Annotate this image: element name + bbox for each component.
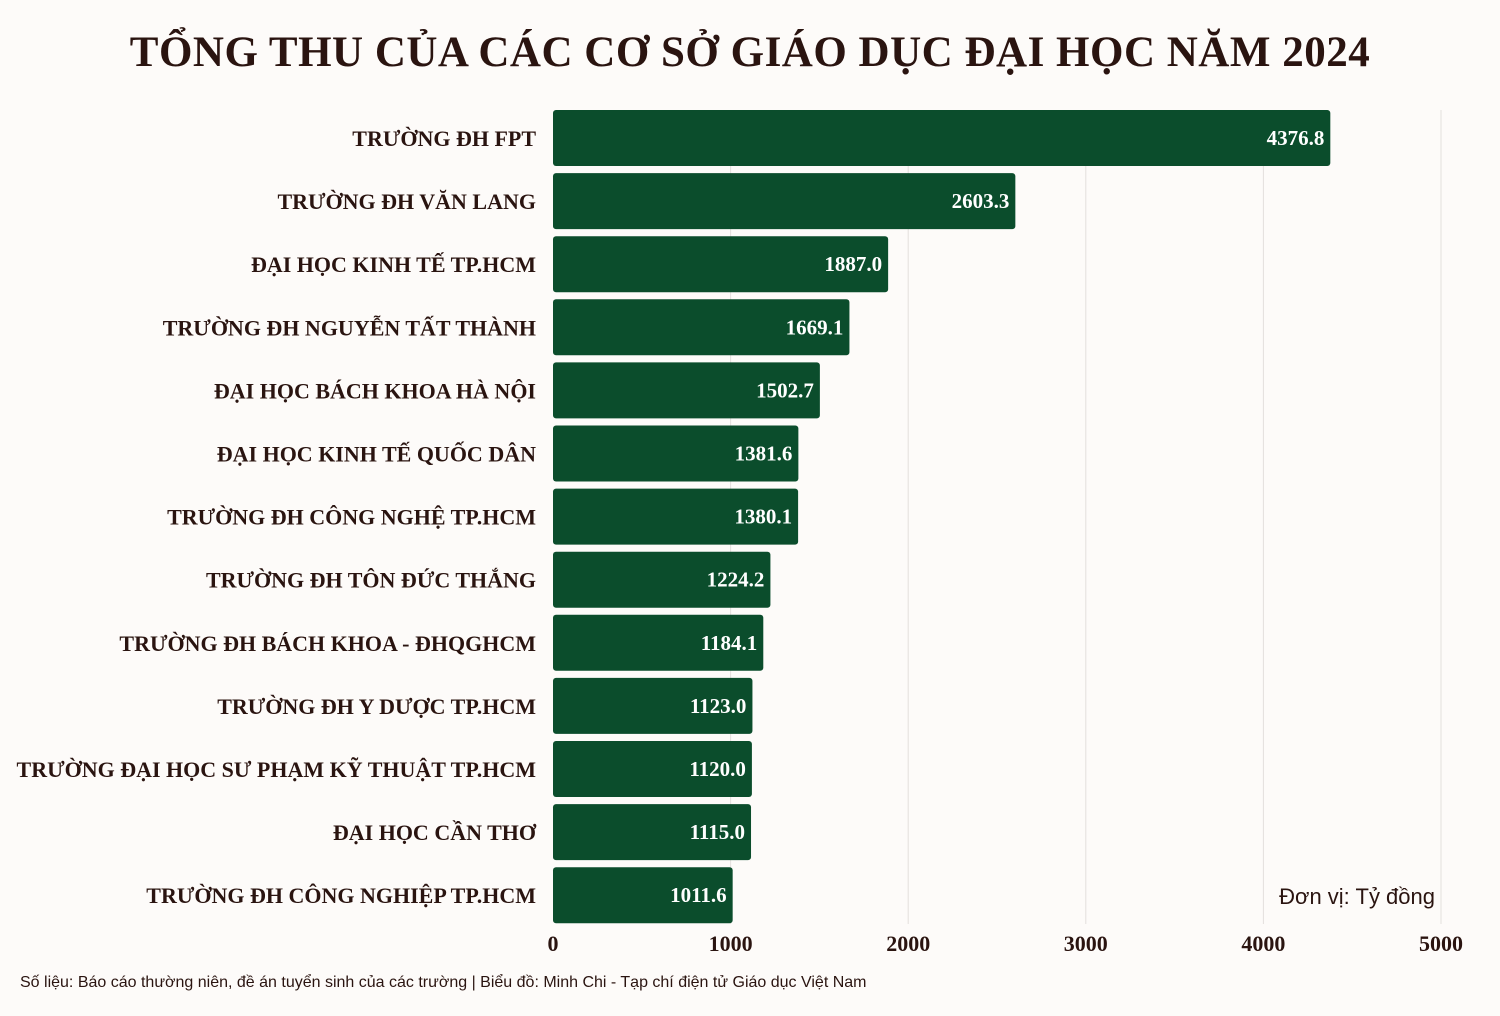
- bar: [553, 425, 799, 482]
- category-label: ĐẠI HỌC BÁCH KHOA HÀ NỘI: [214, 378, 536, 403]
- value-label: 1123.0: [690, 694, 747, 718]
- source-caption: Số liệu: Báo cáo thường niên, đề án tuyể…: [20, 974, 867, 991]
- bars: [553, 110, 1331, 924]
- x-tick-label: 2000: [886, 931, 930, 956]
- category-label: TRƯỜNG ĐH NGUYỄN TẤT THÀNH: [163, 315, 536, 340]
- bar: [553, 299, 850, 356]
- bar: [553, 173, 1016, 230]
- value-label: 4376.8: [1267, 126, 1325, 150]
- value-label: 1381.6: [735, 442, 793, 466]
- bar: [553, 362, 820, 419]
- value-label: 1669.1: [786, 315, 844, 339]
- bar: [553, 488, 799, 545]
- category-label: ĐẠI HỌC KINH TẾ QUỐC DÂN: [217, 442, 536, 467]
- value-labels: 4376.8 2603.3 1887.0 1669.1 1502.7 1381.6 1380…: [670, 126, 1324, 907]
- bar: [553, 804, 752, 861]
- bar: [553, 236, 889, 293]
- category-label: TRƯỜNG ĐH BÁCH KHOA - ĐHQGHCM: [119, 631, 536, 656]
- bar-chart: TRƯỜNG ĐH FPT TRƯỜNG ĐH VĂN LANG ĐẠI HỌC K…: [17, 110, 1464, 956]
- value-label: 1224.2: [707, 568, 765, 592]
- value-label: 2603.3: [952, 189, 1010, 213]
- category-label: TRƯỜNG ĐH Y DƯỢC TP.HCM: [217, 694, 536, 719]
- category-label: TRƯỜNG ĐẠI HỌC SƯ PHẠM KỸ THUẬT TP.HCM: [17, 757, 537, 782]
- x-tick-label: 0: [548, 931, 559, 956]
- bar: [553, 551, 771, 608]
- value-label: 1184.1: [701, 631, 758, 655]
- chart-title: TỔNG THU CỦA CÁC CƠ SỞ GIÁO DỤC ĐẠI HỌC …: [129, 29, 1371, 76]
- bar: [553, 110, 1331, 166]
- value-label: 1380.1: [734, 505, 792, 529]
- category-label: TRƯỜNG ĐH TÔN ĐỨC THẮNG: [206, 568, 536, 593]
- bar: [553, 614, 764, 671]
- bar: [553, 677, 753, 734]
- x-tick-label: 3000: [1064, 931, 1108, 956]
- unit-note: Đơn vị: Tỷ đồng: [1279, 884, 1435, 909]
- value-label: 1887.0: [824, 252, 882, 276]
- category-label: TRƯỜNG ĐH VĂN LANG: [277, 189, 536, 214]
- bar: [553, 741, 752, 797]
- x-tick-label: 5000: [1419, 931, 1463, 956]
- category-label: ĐẠI HỌC KINH TẾ TP.HCM: [251, 252, 536, 277]
- value-label: 1011.6: [670, 883, 727, 907]
- bar: [553, 867, 733, 924]
- category-label: TRƯỜNG ĐH FPT: [352, 126, 536, 151]
- category-label: ĐẠI HỌC CẦN THƠ: [333, 820, 537, 845]
- grid-lines: [730, 110, 1442, 924]
- x-tick-label: 4000: [1241, 931, 1285, 956]
- category-labels: TRƯỜNG ĐH FPT TRƯỜNG ĐH VĂN LANG ĐẠI HỌC K…: [17, 126, 537, 908]
- category-label: TRƯỜNG ĐH CÔNG NGHIỆP TP.HCM: [146, 883, 536, 908]
- value-label: 1502.7: [756, 378, 814, 402]
- x-tick-label: 1000: [709, 931, 753, 956]
- x-axis-ticks: 0 1000 2000 3000 4000 5000: [548, 931, 1464, 956]
- category-label: TRƯỜNG ĐH CÔNG NGHỆ TP.HCM: [167, 505, 536, 530]
- value-label: 1115.0: [690, 820, 745, 844]
- value-label: 1120.0: [689, 757, 746, 781]
